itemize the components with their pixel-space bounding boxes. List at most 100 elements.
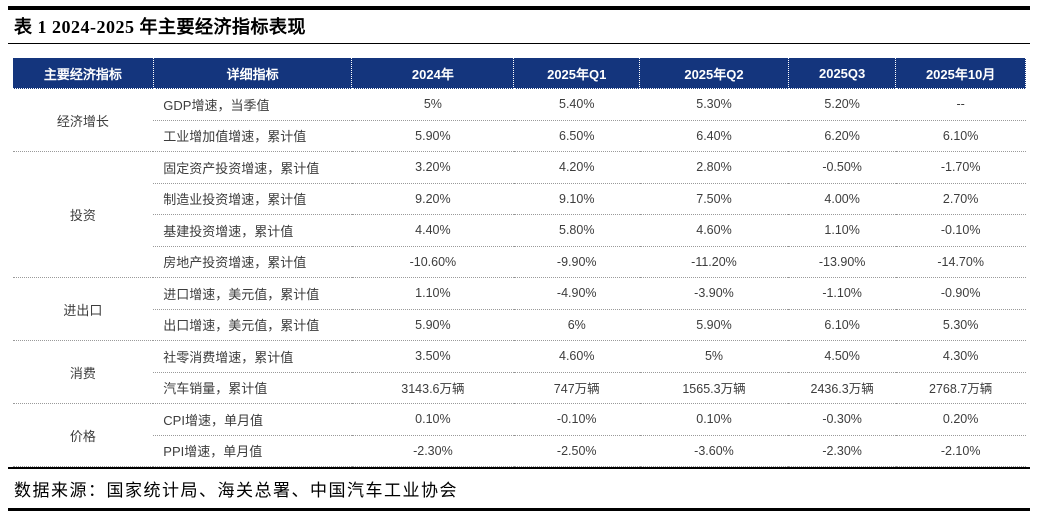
value-cell: 0.20% [895,403,1026,436]
footer-rule [8,467,1030,469]
value-cell: 4.30% [895,340,1026,373]
value-cell: 4.40% [351,214,514,247]
value-cell: -2.30% [351,435,514,467]
value-cell: 1.10% [351,277,514,310]
value-cell: 5.90% [351,120,514,152]
value-cell: -2.50% [513,435,640,467]
value-cell: 1565.3万辆 [639,372,789,404]
value-cell: 7.50% [639,183,789,215]
column-header-2025q2: 2025年Q2 [639,57,789,89]
value-cell: -2.30% [788,435,896,467]
indicator-cell: 基建投资增速，累计值 [153,214,352,247]
table-row: 出口增速，美元值，累计值 5.90% 6% 5.90% 6.10% 5.30% [13,309,1026,341]
report-page: 表 1 2024-2025 年主要经济指标表现 主要经济指标 详细指标 2024… [0,6,1038,517]
value-cell: 3.50% [351,340,514,373]
indicator-cell: CPI增速，单月值 [153,403,352,436]
value-cell: 4.50% [788,340,896,373]
value-cell: 4.20% [513,151,640,184]
top-rule [8,6,1030,10]
category-cell: 进出口 [12,277,154,341]
value-cell: -2.10% [895,435,1026,467]
value-cell: 5% [351,88,514,121]
economic-indicators-table: 主要经济指标 详细指标 2024年 2025年Q1 2025年Q2 2025Q3… [12,57,1026,467]
column-header-2025oct: 2025年10月 [895,57,1026,89]
value-cell: -4.90% [513,277,640,310]
category-cell: 消费 [12,340,154,404]
value-cell: -3.90% [639,277,789,310]
value-cell: 5% [639,340,789,373]
column-header-2024: 2024年 [351,57,515,89]
value-cell: 6.50% [513,120,640,152]
indicator-cell: 房地产投资增速，累计值 [153,246,352,278]
category-cell: 投资 [12,151,154,278]
value-cell: 9.20% [351,183,514,215]
value-cell: -9.90% [513,246,640,278]
value-cell: 6.40% [639,120,789,152]
value-cell: -1.10% [788,277,896,310]
title-rule [8,42,1030,44]
indicator-cell: PPI增速，单月值 [153,435,352,467]
table-title: 表 1 2024-2025 年主要经济指标表现 [14,16,306,37]
value-cell: -1.70% [895,151,1026,184]
column-header-2025q1: 2025年Q1 [513,57,641,89]
category-cell: 价格 [12,403,154,467]
value-cell: -- [895,88,1026,121]
table-row: 制造业投资增速，累计值 9.20% 9.10% 7.50% 4.00% 2.70% [13,183,1026,215]
indicator-cell: 工业增加值增速，累计值 [153,120,352,152]
value-cell: 4.60% [639,214,789,247]
table-row: 汽车销量，累计值 3143.6万辆 747万辆 1565.3万辆 2436.3万辆 276… [13,372,1026,404]
value-cell: 5.30% [639,88,789,121]
indicator-cell: 制造业投资增速，累计值 [153,183,352,215]
table-row: 基建投资增速，累计值 4.40% 5.80% 4.60% 1.10% -0.10% [13,214,1026,247]
column-header-category: 主要经济指标 [12,57,154,89]
value-cell: 5.90% [351,309,514,341]
value-cell: -11.20% [639,246,789,278]
value-cell: -10.60% [351,246,514,278]
table-row: 价格 CPI增速，单月值 0.10% -0.10% 0.10% -0.30% 0.20% [12,403,1026,467]
value-cell: 5.40% [513,88,640,121]
value-cell: 2.80% [639,151,789,184]
bottom-rule [8,507,1030,511]
column-header-indicator: 详细指标 [152,57,353,89]
value-cell: 5.90% [639,309,789,341]
value-cell: 6.20% [788,120,896,152]
value-cell: 6.10% [788,309,896,341]
table-row: PPI增速，单月值 -2.30% -2.50% -3.60% -2.30% -2.10% [13,435,1026,467]
data-source: 数据来源：国家统计局、海关总署、中国汽车工业协会 [14,480,458,500]
value-cell: -3.60% [639,435,789,467]
value-cell: 747万辆 [513,372,640,404]
table-row: 进出口 进口增速，美元值，累计值 1.10% -4.90% -3.90% -1.10% -0… [12,277,1026,341]
value-cell: -0.30% [788,403,896,436]
indicator-cell: 社零消费增速，累计值 [153,340,352,373]
value-cell: 1.10% [788,214,896,247]
category-cell: 经济增长 [12,88,154,152]
value-cell: -0.10% [513,403,640,436]
value-cell: 4.00% [788,183,896,215]
value-cell: 0.10% [639,403,789,436]
value-cell: -0.50% [788,151,896,184]
value-cell: 3143.6万辆 [351,372,514,404]
indicator-cell: GDP增速，当季值 [153,88,352,121]
table-row: 房地产投资增速，累计值 -10.60% -9.90% -11.20% -13.90% -1… [13,246,1026,278]
table-row: 经济增长 GDP增速，当季值 5% 5.40% 5.30% 5.20% -- [12,88,1026,152]
table-row: 投资 固定资产投资增速，累计值 3.20% 4.20% 2.80% -0.50% -1.70… [12,151,1026,278]
indicator-cell: 出口增速，美元值，累计值 [153,309,352,341]
indicator-cell: 汽车销量，累计值 [153,372,352,404]
value-cell: -0.10% [895,214,1026,247]
value-cell: 2768.7万辆 [895,372,1026,404]
header-row: 主要经济指标 详细指标 2024年 2025年Q1 2025年Q2 2025Q3… [12,57,1026,89]
value-cell: 0.10% [351,403,514,436]
value-cell: 5.80% [513,214,640,247]
value-cell: 2436.3万辆 [788,372,896,404]
value-cell: -14.70% [895,246,1026,278]
value-cell: -13.90% [788,246,896,278]
value-cell: -0.90% [895,277,1026,310]
indicator-cell: 进口增速，美元值，累计值 [153,277,352,310]
value-cell: 3.20% [351,151,514,184]
table-row: 消费 社零消费增速，累计值 3.50% 4.60% 5% 4.50% 4.30% [12,340,1026,404]
value-cell: 9.10% [513,183,640,215]
column-header-2025q3: 2025Q3 [787,57,897,89]
value-cell: 5.20% [788,88,896,121]
indicator-cell: 固定资产投资增速，累计值 [153,151,352,184]
value-cell: 6% [513,309,640,341]
